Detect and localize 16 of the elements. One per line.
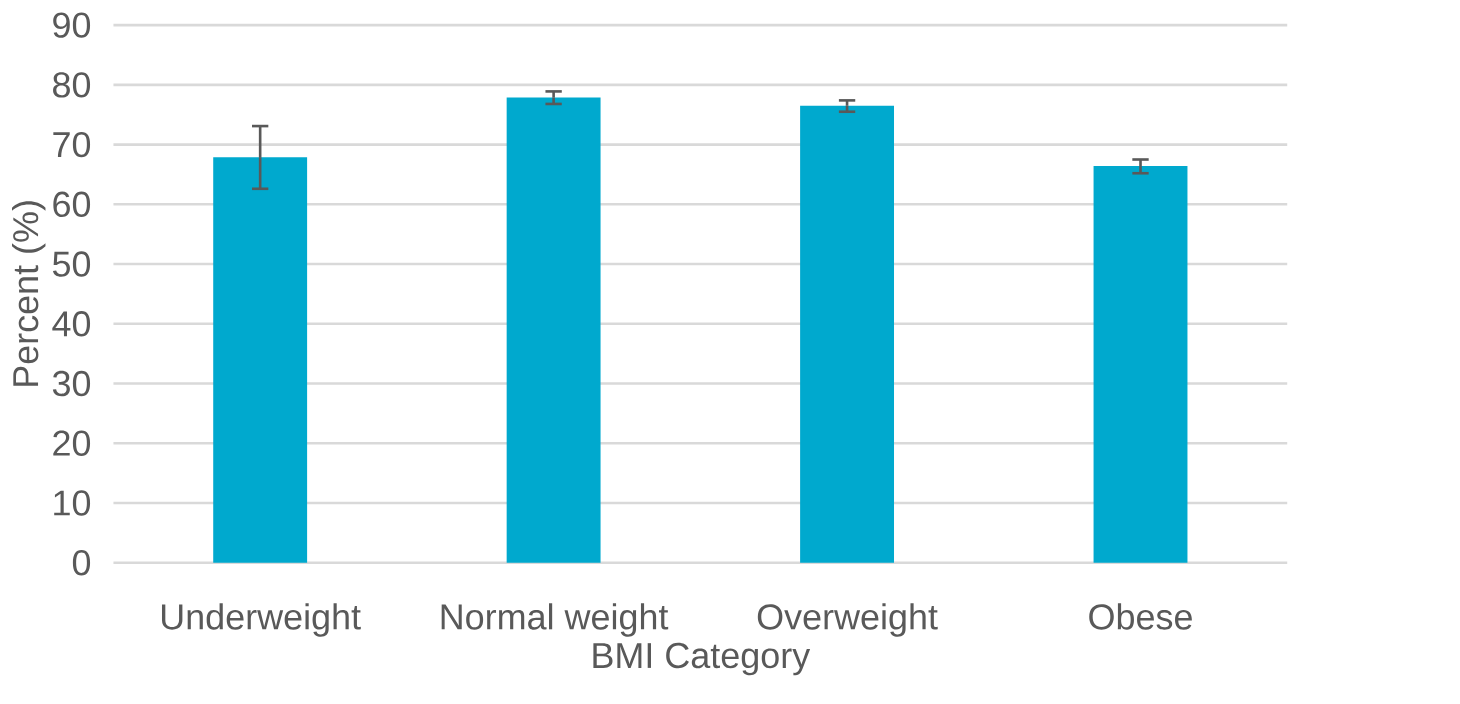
y-tick-label: 50 [52, 251, 91, 277]
y-axis-title: Percent (%) [11, 201, 46, 386]
x-tick-label: Underweight [161, 603, 361, 637]
x-axis-title: BMI Category [593, 642, 811, 676]
y-tick-label: 60 [53, 191, 91, 218]
y-tick-label: 40 [52, 311, 91, 337]
x-tick-label: Overweight [757, 603, 938, 637]
y-tick-label: 30 [52, 370, 91, 397]
y-tick-label: 90 [53, 12, 91, 38]
y-tick-label: 20 [53, 430, 91, 456]
y-tick-label: 70 [53, 131, 91, 158]
y-tick-label: 80 [53, 72, 91, 98]
x-tick-label: Normal weight [441, 603, 669, 637]
y-tick-label: 0 [72, 549, 91, 576]
y-tick-label: 10 [54, 490, 91, 516]
x-tick-label: Obese [1089, 603, 1192, 630]
